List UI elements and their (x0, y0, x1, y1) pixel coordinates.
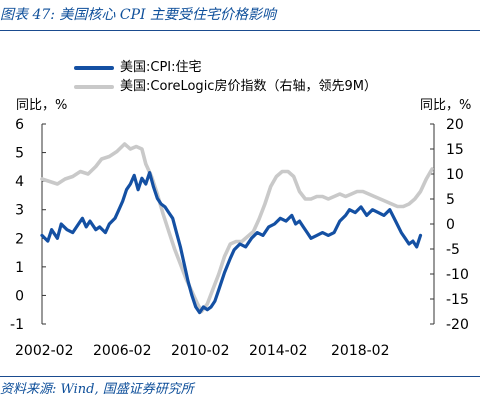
series-line-housing-cpi (40, 171, 423, 315)
right-tick-label: 20 (446, 117, 464, 133)
legend-label-housing-cpi: 美国:CPI:住宅 (120, 60, 202, 75)
legend-swatch-corelogic (74, 84, 114, 89)
right-tick-label: -5 (446, 242, 460, 258)
right-tick-label: 5 (446, 192, 455, 208)
right-tick-label: -20 (446, 317, 469, 333)
left-tick-label: 5 (15, 146, 24, 162)
chart-legend: 美国:CPI:住宅 美国:CoreLogic房价指数（右轴，领先9M） (74, 58, 377, 96)
figure-title: 图表 47: 美国核心 CPI 主要受住宅价格影响 (0, 7, 276, 23)
legend-swatch-housing-cpi (74, 65, 114, 70)
left-tick-label: 1 (15, 260, 24, 276)
left-tick-label: -1 (10, 317, 24, 333)
left-tick-label: 3 (15, 203, 24, 219)
left-tick-label: 4 (15, 174, 24, 190)
right-tick-label: 0 (446, 217, 455, 233)
legend-item-housing-cpi: 美国:CPI:住宅 (74, 58, 377, 77)
source-note: 资料来源: Wind, 国盛证券研究所 (0, 382, 194, 397)
legend-item-corelogic: 美国:CoreLogic房价指数（右轴，领先9M） (74, 77, 377, 96)
left-tick-label: 2 (15, 231, 24, 247)
left-axis-unit: 同比，% (16, 98, 68, 113)
x-tick-label: 2014-02 (249, 343, 308, 359)
left-tick-label: 6 (15, 117, 24, 133)
right-tick-label: 10 (446, 167, 464, 183)
x-tick-label: 2018-02 (331, 343, 390, 359)
x-tick-label: 2006-02 (93, 343, 152, 359)
right-tick-label: -10 (446, 267, 469, 283)
legend-label-corelogic: 美国:CoreLogic房价指数（右轴，领先9M） (120, 79, 377, 94)
right-axis-unit: 同比，% (420, 98, 472, 113)
right-tick-label: -15 (446, 292, 469, 308)
left-tick-label: 0 (15, 288, 24, 304)
x-tick-label: 2002-02 (15, 343, 74, 359)
series-line-corelogic (40, 142, 434, 314)
series-layer (40, 142, 434, 315)
title-rule (0, 30, 480, 31)
source-rule (0, 376, 480, 377)
right-tick-label: 15 (446, 142, 464, 158)
x-tick-label: 2010-02 (171, 343, 230, 359)
